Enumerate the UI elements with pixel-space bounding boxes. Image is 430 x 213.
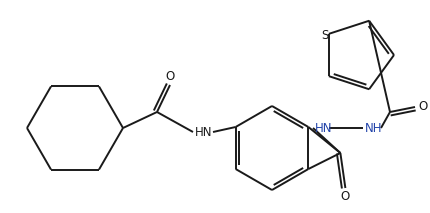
Text: S: S xyxy=(320,29,328,42)
Text: O: O xyxy=(340,190,349,203)
Text: HN: HN xyxy=(314,121,332,134)
Text: O: O xyxy=(165,71,174,83)
Text: HN: HN xyxy=(194,125,212,138)
Text: NH: NH xyxy=(364,121,381,134)
Text: O: O xyxy=(418,101,427,114)
